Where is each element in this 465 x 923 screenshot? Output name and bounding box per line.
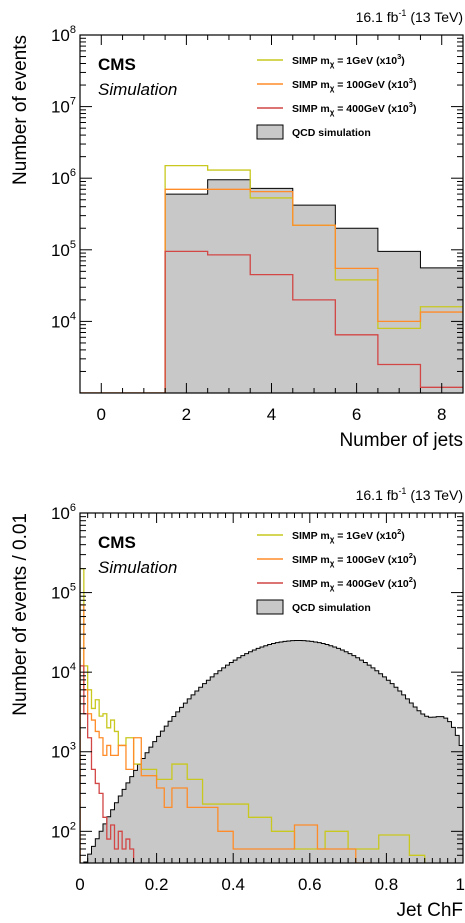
x-tick-label: 8 — [437, 405, 446, 424]
y-tick-label: 108 — [51, 24, 76, 45]
qcd-simulation-histogram — [80, 640, 463, 863]
y-axis-ticks: 108 107 106 105 104 — [51, 24, 463, 394]
legend-label: QCD simulation — [292, 127, 371, 139]
legend-label: SIMP mχ = 400GeV (x103) — [292, 100, 416, 117]
legend-box — [256, 124, 284, 140]
legend-label: SIMP mχ = 100GeV (x103) — [292, 76, 416, 93]
x-tick-label: 0.6 — [298, 875, 322, 894]
x-tick-label: 2 — [182, 405, 191, 424]
y-tick-label: 104 — [51, 661, 76, 682]
x-tick-label: 6 — [352, 405, 361, 424]
simulation-label: Simulation — [98, 558, 177, 577]
x-axis-ticks: 0 0.2 0.4 0.6 0.8 1 — [75, 513, 465, 894]
simulation-label: Simulation — [98, 80, 177, 99]
legend-label: SIMP mχ = 400GeV (x102) — [292, 575, 416, 592]
legend: SIMP mχ = 1GeV (x103) SIMP mχ = 100GeV (x… — [256, 52, 416, 140]
qcd-simulation-histogram — [80, 179, 463, 393]
y-axis-ticks: 106 105 104 103 102 — [51, 502, 463, 864]
y-axis-title: Number of events — [10, 35, 31, 185]
x-tick-label: 0 — [97, 405, 106, 424]
legend-label: QCD simulation — [292, 602, 371, 614]
cms-label: CMS — [98, 55, 136, 74]
x-tick-label: 0 — [75, 875, 84, 894]
x-tick-label: 4 — [267, 405, 276, 424]
y-axis-title: Number of events / 0.01 — [10, 513, 31, 716]
simp-100gev-histogram — [80, 604, 372, 863]
y-tick-label: 105 — [51, 239, 76, 260]
legend-label: SIMP mχ = 1GeV (x103) — [292, 52, 405, 69]
legend: SIMP mχ = 1GeV (x102) SIMP mχ = 100GeV (x… — [256, 527, 416, 615]
x-axis-title: Jet ChF — [396, 900, 463, 921]
x-axis-ticks: 0 2 4 6 8 — [97, 35, 446, 424]
luminosity-label: 16.1 fb-1 (13 TeV) — [356, 486, 463, 503]
y-tick-label: 102 — [51, 820, 76, 841]
y-tick-label: 104 — [51, 310, 76, 331]
jetchf-panel: 0 0.2 0.4 0.6 0.8 1 106 105 104 103 102 16.1 fb-1 (… — [10, 486, 465, 921]
simp-400gev-histogram — [80, 665, 135, 863]
legend-label: SIMP mχ = 100GeV (x102) — [292, 551, 416, 568]
plot-area — [80, 567, 463, 863]
x-tick-label: 0.2 — [145, 875, 169, 894]
njets-panel: 0 2 4 6 8 108 107 106 105 104 16.1 fb-1 (13 TeV) CM… — [10, 8, 464, 451]
simp-400gev-histogram — [80, 250, 463, 393]
y-tick-label: 105 — [51, 582, 76, 603]
y-tick-label: 106 — [51, 502, 76, 523]
legend-box — [256, 599, 284, 615]
y-tick-label: 107 — [51, 96, 76, 117]
legend-label: SIMP mχ = 1GeV (x102) — [292, 527, 405, 544]
x-axis-title: Number of jets — [339, 430, 463, 451]
luminosity-label: 16.1 fb-1 (13 TeV) — [356, 8, 463, 25]
x-tick-label: 1 — [456, 875, 465, 894]
y-tick-label: 103 — [51, 741, 76, 762]
cms-label: CMS — [98, 533, 136, 552]
plot-area — [80, 164, 463, 393]
y-tick-label: 106 — [51, 167, 76, 188]
x-tick-label: 0.4 — [221, 875, 245, 894]
x-tick-label: 0.8 — [375, 875, 399, 894]
